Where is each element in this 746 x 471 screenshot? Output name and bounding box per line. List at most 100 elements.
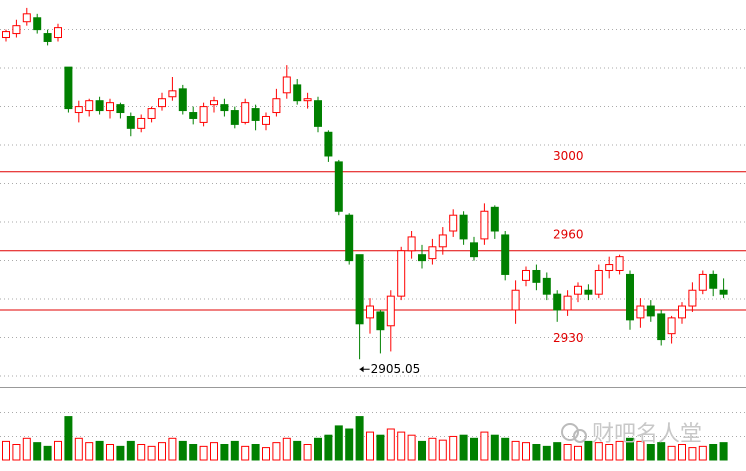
- candle-body: [480, 210, 489, 240]
- volume-bar: [407, 434, 416, 461]
- candle-body: [168, 90, 177, 98]
- volume-bar: [490, 434, 499, 461]
- volume-bar: [22, 437, 31, 461]
- volume-bar: [459, 434, 468, 461]
- volume-bar: [709, 444, 718, 461]
- candle-body: [272, 98, 281, 114]
- candle-body: [2, 31, 10, 39]
- volume-bar: [2, 440, 10, 461]
- watermark-icon: [573, 429, 587, 443]
- volume-bar: [532, 444, 541, 461]
- candle-body: [12, 25, 21, 35]
- candle-body: [574, 285, 582, 295]
- volume-bar: [210, 442, 218, 461]
- volume-bar: [54, 440, 62, 461]
- candle-body: [147, 108, 156, 119]
- candle-body: [366, 305, 374, 319]
- candle-body: [314, 100, 322, 127]
- volume-bar: [657, 442, 666, 461]
- candle-body: [158, 98, 166, 108]
- volume-bar: [397, 431, 406, 461]
- candle-body: [636, 305, 645, 319]
- volume-bar: [355, 416, 364, 461]
- candle-body: [22, 13, 31, 23]
- candle-body: [199, 106, 208, 123]
- volume-bar: [594, 442, 603, 461]
- candle-body: [85, 100, 94, 112]
- volume-bar: [334, 425, 343, 461]
- candle-body: [355, 254, 364, 325]
- candle-body: [210, 100, 218, 106]
- candle-body: [386, 295, 395, 327]
- candle-body: [137, 117, 146, 129]
- candle-body: [418, 254, 426, 262]
- volume-bar: [553, 442, 562, 461]
- volume-bar: [293, 440, 302, 461]
- low-arrowhead: [359, 366, 364, 373]
- volume-bar: [678, 444, 686, 461]
- candle-body: [428, 246, 437, 260]
- volume-bar: [116, 445, 125, 461]
- volume-bar: [12, 444, 21, 461]
- volume-bar: [626, 437, 634, 461]
- candle-body: [532, 269, 541, 283]
- volume-bar: [719, 442, 728, 461]
- volume-bar: [574, 445, 582, 461]
- volume-bar: [615, 440, 624, 461]
- candle-body: [74, 106, 83, 114]
- candle-body: [678, 305, 686, 319]
- candle-body: [407, 236, 416, 252]
- candle-body: [688, 289, 697, 307]
- volume-bar: [158, 442, 166, 461]
- volume-bar: [366, 431, 374, 461]
- candle-body: [438, 234, 447, 248]
- candle-body: [657, 313, 666, 341]
- volume-bar: [563, 444, 572, 461]
- candle-body: [511, 289, 520, 311]
- candle-body: [470, 242, 478, 258]
- volume-bar: [667, 445, 676, 461]
- low-label: 2905.05: [371, 362, 421, 376]
- volume-bar: [147, 445, 156, 461]
- candle-body: [584, 289, 593, 295]
- volume-bar: [251, 444, 260, 461]
- candle-body: [262, 115, 270, 125]
- candle-body: [64, 66, 73, 110]
- volume-bar: [376, 434, 385, 461]
- volume-bar: [126, 440, 135, 461]
- volume-bar: [33, 442, 42, 461]
- volume-bar: [230, 440, 239, 461]
- watermark-icon: [561, 423, 579, 441]
- volume-bar: [189, 444, 198, 461]
- grid: [0, 29, 746, 437]
- candle-body: [709, 273, 718, 289]
- candle-body: [522, 269, 530, 281]
- volume-bar: [262, 447, 270, 461]
- candle-body: [667, 317, 676, 335]
- candle-body: [698, 273, 707, 291]
- level-label: 2960: [553, 228, 584, 242]
- candle-body: [303, 98, 312, 102]
- volume-bar: [501, 437, 510, 461]
- volume-bar: [64, 416, 73, 461]
- watermark-group: 财吧名人堂: [561, 422, 702, 447]
- candle-body: [376, 311, 385, 331]
- candle-body: [542, 277, 551, 295]
- candle-body: [345, 214, 354, 262]
- candle-body: [293, 84, 302, 102]
- plot: 3000 2960 2930 2905.05: [0, 7, 746, 461]
- candle-body: [95, 100, 104, 112]
- candle-body: [230, 110, 239, 125]
- volume-bar: [438, 439, 447, 461]
- volume-bar: [542, 445, 551, 461]
- volume-bar: [418, 440, 426, 461]
- candle-body: [490, 206, 499, 232]
- candle-body: [54, 27, 62, 39]
- volume-bar: [43, 445, 52, 461]
- candle-body: [241, 102, 250, 123]
- volume-bar: [137, 444, 146, 461]
- volume-bar: [199, 445, 208, 461]
- volume-bar: [449, 435, 458, 461]
- candle-body: [501, 234, 510, 275]
